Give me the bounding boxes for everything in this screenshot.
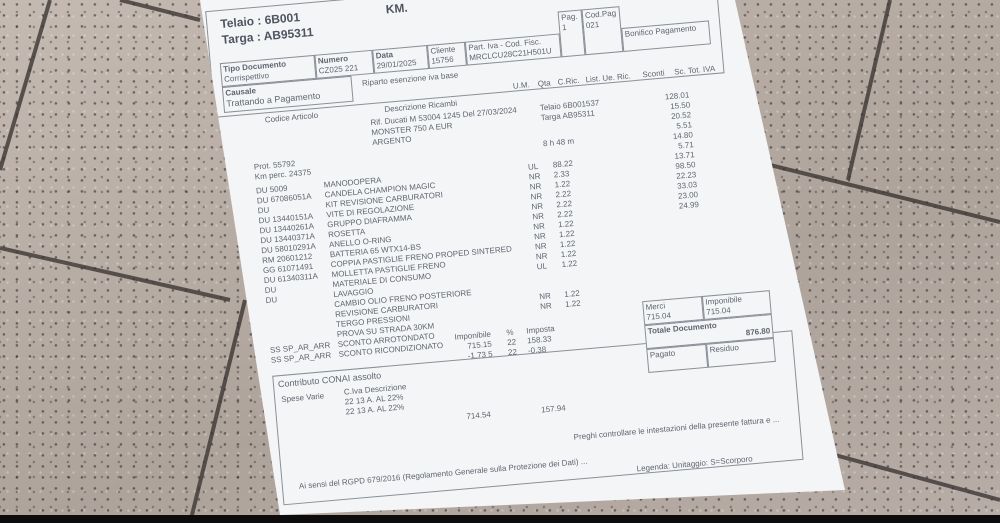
col-qta: Qta [537, 78, 552, 89]
cell-qta [567, 327, 603, 340]
col-codice: Codice Articolo [264, 110, 319, 125]
km-label: KM. [385, 0, 409, 17]
civa: C.Iva Descrizione 22 13 A. AL 22% 22 13 A.… [343, 382, 407, 417]
summary-boxes: Merci 715.04 Imponibile 715.04 Totale Docu… [642, 290, 776, 373]
items-table: DU 5009 MANODOPERA UL 88.22 DU 67086051A CAND… [256, 157, 610, 366]
total-imponibile: 714.54 [466, 409, 492, 421]
numero: Numero CZ025 221 [314, 49, 375, 79]
data: Data 29/01/2025 [372, 45, 430, 74]
prices-column: 128.01 15.50 20.52 5.51 14.80 5.71 13.71 98.50 2… [634, 90, 700, 214]
cliente: Cliente 15756 [426, 41, 467, 69]
bottom-black-bar [0, 515, 1000, 523]
col-um: U.M. [512, 80, 531, 91]
total-imposta: 157.94 [540, 403, 566, 415]
col-cric: C.Ric. [557, 75, 580, 87]
vehicle-info-right: Telaio 6B001537 Targa AB95311 [539, 98, 600, 123]
imponibile-col: Imponibile 715.15 -1.73 5 [454, 329, 494, 361]
col-sconti: Sconti [642, 68, 665, 80]
ore: 8 h 48 m [542, 136, 575, 149]
col-iva: Sc. Tot. IVA [673, 64, 716, 77]
cod-pag: Cod.Pag 021 [581, 6, 624, 56]
prot: Prot. 55792 Km perc. 24375 [253, 158, 312, 182]
imposta-col: Imposta 158.33 -0.38 [525, 324, 556, 356]
